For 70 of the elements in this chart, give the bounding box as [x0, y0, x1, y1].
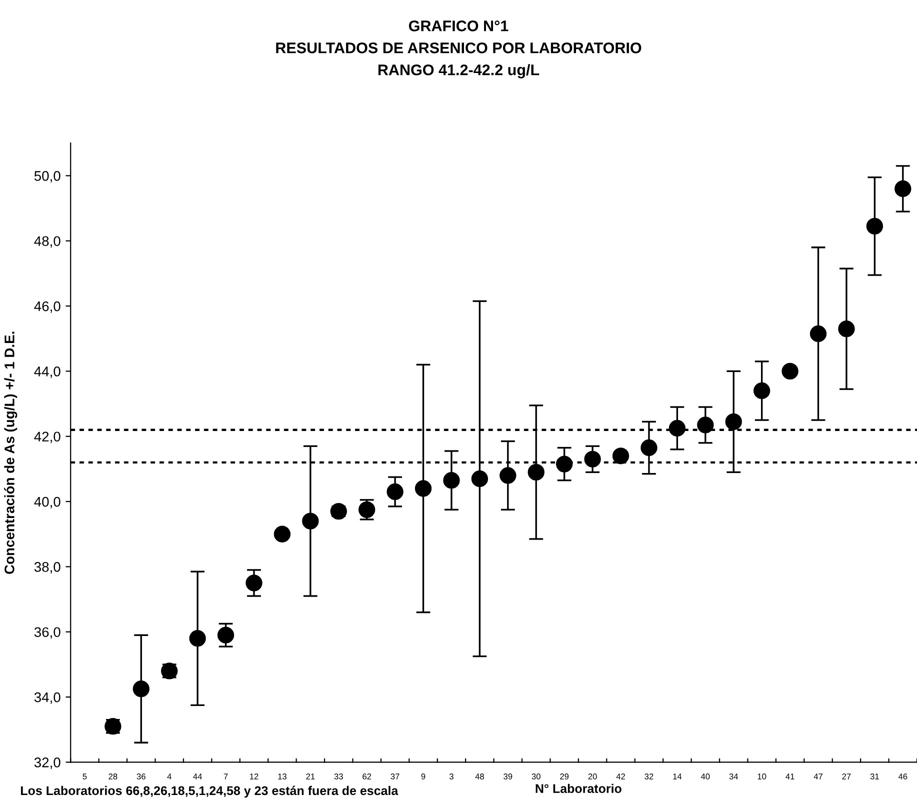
- point: [810, 325, 827, 342]
- point: [753, 382, 770, 400]
- x-axis-title: N° Laboratorio: [536, 784, 622, 794]
- point: [132, 680, 150, 698]
- x-tick-label: 5: [82, 774, 87, 780]
- y-tick-label: 36,0: [34, 627, 60, 639]
- x-tick-label: 46: [898, 774, 908, 780]
- point: [500, 467, 516, 484]
- x-tick-label: 4: [167, 774, 172, 780]
- point: [330, 502, 347, 520]
- x-tick-label: 39: [504, 774, 512, 780]
- x-tick-label: 30: [532, 774, 540, 780]
- point: [866, 218, 884, 235]
- x-tick-label: 44: [193, 774, 202, 780]
- y-tick-label: 50,0: [34, 171, 60, 183]
- x-tick-label: 27: [842, 774, 851, 780]
- point: [471, 470, 488, 488]
- x-tick-label: 33: [334, 774, 343, 780]
- x-tick-label: 7: [224, 774, 228, 780]
- point: [217, 626, 234, 644]
- x-tick-label: 29: [560, 774, 569, 780]
- point: [838, 320, 855, 338]
- x-tick-label: 48: [475, 774, 484, 780]
- y-tick-label: 46,0: [34, 301, 60, 313]
- chart-title: GRAFICO N°1 RESULTADOS DE ARSENICO POR LABORATORIO RANGO 41.2-42.2 ug/L: [276, 20, 642, 78]
- y-tick-label: 38,0: [34, 562, 60, 574]
- x-tick-label: 47: [814, 774, 822, 780]
- point: [612, 448, 630, 464]
- x-tick-label: 42: [616, 774, 625, 780]
- x-tick-label: 40: [700, 774, 710, 780]
- point: [697, 416, 714, 434]
- x-tick-label: 31: [870, 774, 879, 780]
- y-tick-label: 34,0: [34, 692, 60, 704]
- x-tick-label: 34: [729, 774, 738, 780]
- point: [246, 574, 262, 592]
- point: [584, 450, 601, 468]
- x-tick-label: 10: [758, 774, 766, 780]
- point: [640, 439, 658, 456]
- x-tick-label: 41: [786, 774, 794, 780]
- point: [556, 456, 573, 472]
- point: [386, 483, 404, 500]
- y-tick-label: 48,0: [34, 236, 60, 248]
- x-tick-label: 14: [673, 774, 682, 780]
- y-tick-label: 42,0: [34, 432, 60, 444]
- point: [528, 464, 544, 481]
- x-tick-label: 62: [362, 774, 372, 780]
- point: [302, 512, 319, 530]
- point: [414, 480, 432, 497]
- x-tick-label: 12: [250, 774, 258, 780]
- point: [189, 630, 206, 647]
- text: Los Laboratorios 66,8,26,18,5,1,24,58 y 23 están fuera de escala: [21, 786, 398, 798]
- x-tick-label: 3: [449, 774, 454, 780]
- point: [894, 180, 912, 198]
- x-tick-label: 9: [421, 774, 426, 780]
- y-tick-label: 32,0: [34, 758, 60, 769]
- point: [668, 420, 686, 437]
- x-tick-label: 32: [644, 774, 654, 780]
- x-tick-label: 21: [306, 774, 315, 780]
- y-axis-title: Concentración de As (ug/L) +/- 1 D.E.: [4, 332, 18, 574]
- point: [725, 413, 742, 430]
- point: [443, 472, 460, 489]
- y-tick-label: 40,0: [34, 496, 60, 508]
- point: [274, 526, 291, 542]
- x-tick-label: 20: [588, 774, 597, 780]
- x-tick-label: 36: [136, 774, 146, 780]
- x-tick-label: 13: [278, 774, 286, 780]
- y-tick-label: 44,0: [34, 366, 60, 378]
- x-tick-label: 37: [390, 774, 400, 780]
- x-tick-label: 28: [108, 774, 118, 780]
- point: [782, 362, 798, 380]
